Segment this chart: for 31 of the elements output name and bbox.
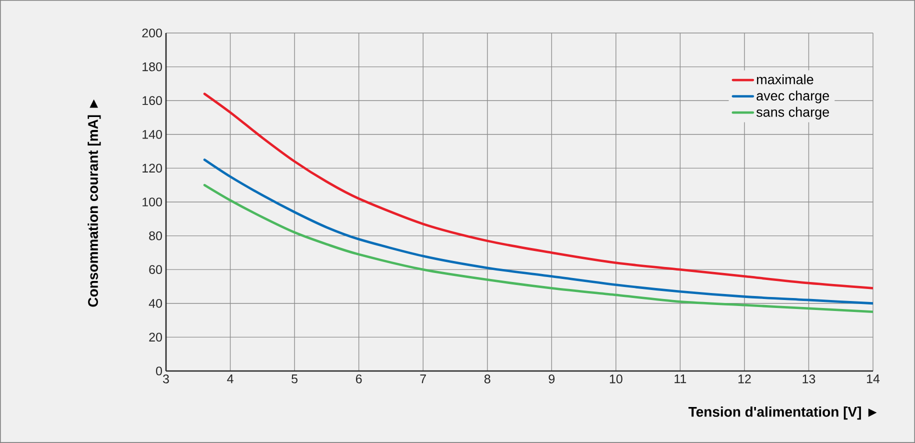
x-tick-label: 13	[802, 374, 816, 384]
y-tick-label: 60	[149, 265, 162, 274]
line-series	[203, 92, 873, 290]
x-tick-label: 3	[163, 374, 169, 384]
x-tick-label: 4	[227, 374, 234, 384]
x-tick-label: 9	[548, 374, 555, 384]
y-tick-label: 120	[142, 164, 162, 173]
line-series	[203, 158, 873, 305]
y-tick-label: 200	[142, 28, 162, 38]
y-axis-title: Consommation courant [mA] ►	[88, 99, 101, 307]
y-tick-label: 80	[149, 231, 162, 240]
x-tick-label: 5	[292, 374, 298, 384]
y-tick-label: 180	[142, 62, 162, 72]
y-tick-label: 100	[142, 198, 162, 206]
y-tick-label: 0	[156, 366, 162, 376]
x-tick-label: 10	[610, 374, 622, 384]
y-tick-label: 140	[142, 130, 162, 139]
y-tick-label: 40	[148, 298, 162, 308]
line-series	[203, 184, 873, 314]
x-tick-label: 6	[356, 374, 362, 384]
x-tick-label: 7	[420, 374, 426, 384]
legend-label: avec charge	[756, 90, 830, 104]
legend-label: sans charge	[756, 106, 830, 120]
x-axis-title: Tension d'alimentation [V] ►	[688, 406, 877, 420]
y-tick-label: 160	[142, 96, 162, 106]
x-tick-label: 14	[867, 374, 880, 384]
x-tick-label: 11	[674, 374, 686, 384]
x-tick-label: 8	[484, 374, 490, 384]
y-tick-label: 20	[149, 332, 162, 342]
legend-label: maximale	[756, 74, 814, 84]
x-tick-label: 12	[738, 374, 751, 384]
